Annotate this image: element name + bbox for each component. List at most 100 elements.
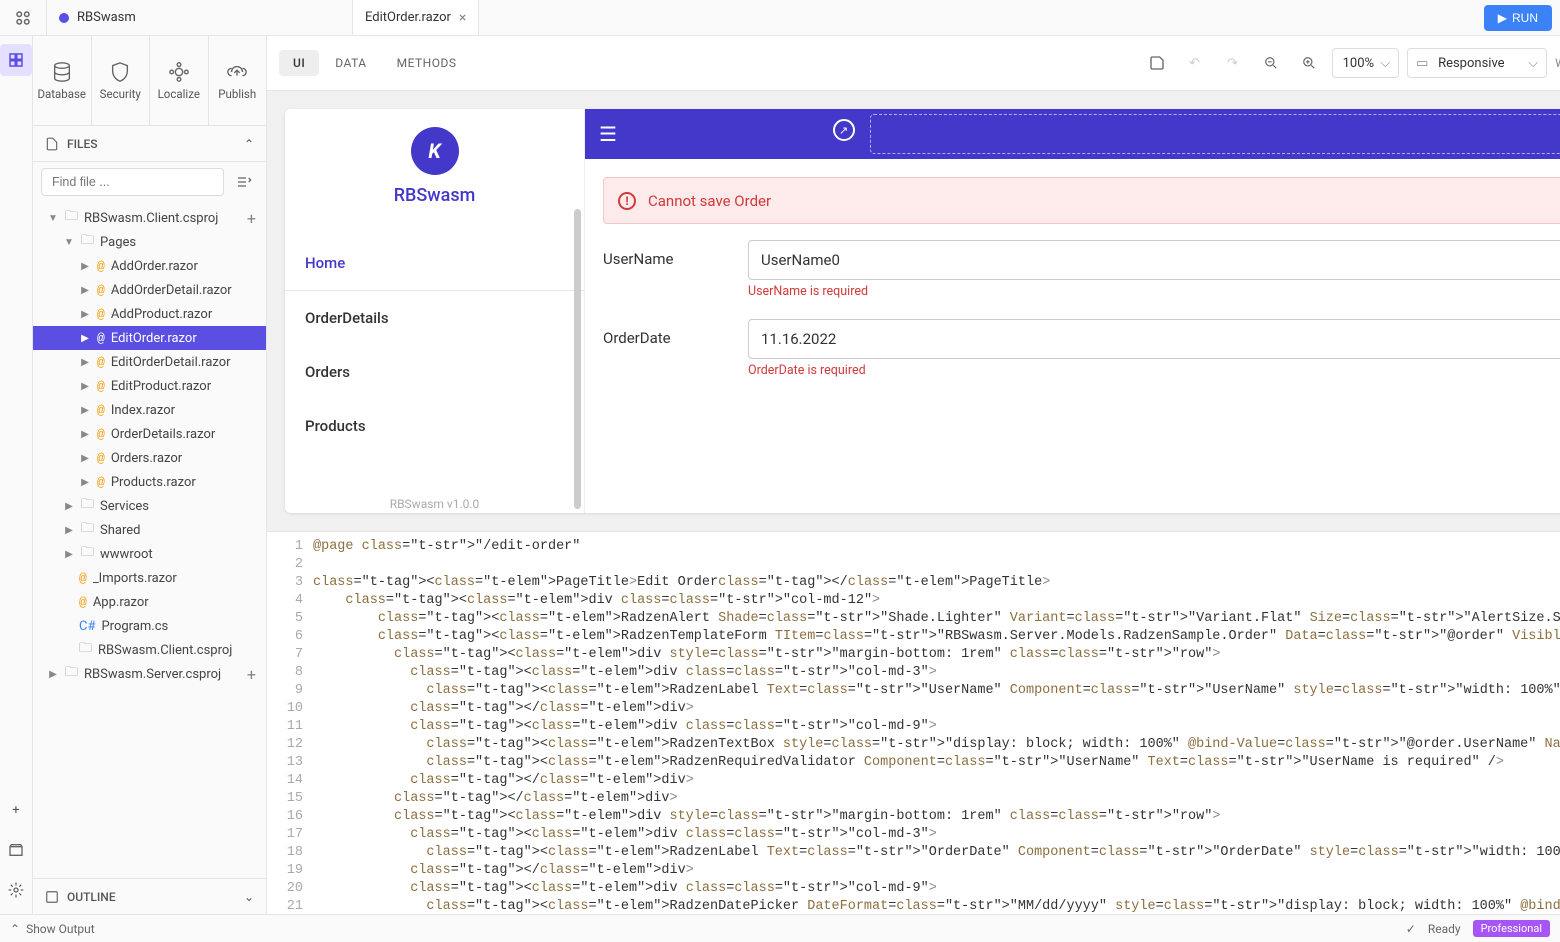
redo-icon[interactable]: ↷ [1218, 48, 1248, 78]
security-action[interactable]: Security [92, 36, 151, 125]
publish-label: Publish [218, 87, 256, 101]
tree-label: EditOrder.razor [111, 331, 197, 346]
cs-file-icon: C# [79, 619, 95, 634]
add-file-icon[interactable]: + [247, 665, 256, 684]
razor-file-icon: @ [97, 259, 105, 274]
chevron-up-icon[interactable]: ⌃ [10, 922, 20, 936]
chevron-up-icon[interactable]: ⌃ [244, 137, 254, 151]
tree-file[interactable]: ▶@Index.razor [33, 398, 266, 422]
find-file-input[interactable] [41, 168, 224, 196]
tree-label: App.razor [93, 595, 149, 610]
zoom-select[interactable]: 100% [1332, 48, 1399, 78]
orderdate-input[interactable]: 11.16.2022 [748, 319, 1560, 359]
alert-text: Cannot save Order [648, 192, 1560, 210]
folder-icon: 🗀 [81, 543, 94, 565]
gear-icon[interactable] [0, 874, 32, 906]
undo-icon[interactable]: ↶ [1180, 48, 1210, 78]
play-icon: ▶ [1498, 11, 1507, 25]
tab-close-icon[interactable]: × [459, 10, 466, 26]
chevron-down-icon[interactable]: ⌄ [244, 890, 254, 904]
preview-scrollbar[interactable] [574, 209, 581, 509]
razor-file-icon: @ [97, 379, 105, 394]
tree-project-server[interactable]: ▶ 🗀 RBSwasm.Server.csproj + [33, 662, 266, 686]
nav-home[interactable]: Home [285, 236, 584, 291]
tree-file[interactable]: ▶@AddOrder.razor [33, 254, 266, 278]
editor-tab[interactable]: EditOrder.razor × [353, 0, 479, 35]
tree-label: Orders.razor [111, 451, 182, 466]
tree-label: _Imports.razor [93, 571, 177, 586]
tree-folder[interactable]: ▶🗀Shared [33, 518, 266, 542]
run-label: RUN [1512, 11, 1538, 25]
razor-file-icon: @ [97, 283, 105, 298]
database-label: Database [37, 87, 86, 101]
tree-label: Products.razor [111, 475, 196, 490]
tree-file[interactable]: ▶@OrderDetails.razor [33, 422, 266, 446]
files-header[interactable]: FILES ⌃ [33, 126, 266, 162]
tree-file[interactable]: ▶@Orders.razor [33, 446, 266, 470]
tab-ui[interactable]: UI [279, 50, 319, 76]
razor-file-icon: @ [97, 331, 105, 346]
width-label: W [1555, 56, 1560, 70]
tree-file[interactable]: 🗀 RBSwasm.Client.csproj [33, 638, 266, 662]
outline-label: OUTLINE [67, 890, 116, 904]
responsive-value: Responsive [1438, 56, 1505, 71]
app-name-label: RBSwasm [77, 10, 136, 25]
tree-file[interactable]: ▶@AddProduct.razor [33, 302, 266, 326]
tree-file[interactable]: ▶@EditOrderDetail.razor [33, 350, 266, 374]
tree-label: EditProduct.razor [111, 379, 211, 394]
razor-file-icon: @ [97, 403, 105, 418]
username-input[interactable]: UserName0 [748, 240, 1560, 280]
files-header-label: FILES [67, 137, 98, 151]
tree-file[interactable]: ▶@EditOrder.razor [33, 326, 266, 350]
tree-label: AddProduct.razor [111, 307, 212, 322]
razor-file-icon: @ [97, 427, 105, 442]
nav-orderdetails[interactable]: OrderDetails [285, 291, 584, 345]
tree-file[interactable]: @ App.razor [33, 590, 266, 614]
save-icon[interactable] [1142, 48, 1172, 78]
add-file-icon[interactable]: + [247, 209, 256, 228]
folder-icon: 🗀 [81, 495, 94, 517]
hamburger-icon[interactable]: ☰ [599, 122, 617, 146]
tree-file[interactable]: C# Program.cs [33, 614, 266, 638]
nav-orders[interactable]: Orders [285, 345, 584, 399]
tree-label: Program.cs [101, 619, 168, 634]
run-button[interactable]: ▶ RUN [1484, 5, 1552, 31]
razor-file-icon: @ [97, 307, 105, 322]
localize-action[interactable]: Localize [150, 36, 209, 125]
code-editor[interactable]: 1234567891011121314151617181920212223 @p… [267, 531, 1560, 914]
add-icon[interactable]: + [0, 794, 32, 826]
preview-footer: RBSwasm v1.0.0 [285, 497, 584, 513]
tree-label: EditOrderDetail.razor [111, 355, 231, 370]
tab-data[interactable]: DATA [321, 50, 380, 76]
tree-folder-pages[interactable]: ▼ 🗀 Pages [33, 230, 266, 254]
tree-label: Services [100, 499, 149, 514]
razor-file-icon: @ [79, 595, 87, 610]
open-icon[interactable] [0, 834, 32, 866]
tree-file[interactable]: @_Imports.razor [33, 566, 266, 590]
tree-folder[interactable]: ▶🗀Services [33, 494, 266, 518]
show-output[interactable]: Show Output [26, 922, 95, 936]
tree-folder[interactable]: ▶🗀wwwroot [33, 542, 266, 566]
responsive-select[interactable]: Responsive [1407, 48, 1547, 78]
publish-action[interactable]: Publish [209, 36, 267, 125]
database-action[interactable]: Database [33, 36, 92, 125]
tree-project[interactable]: ▼ 🗀 RBSwasm.Client.csproj + [33, 206, 266, 230]
rail-top-icon[interactable] [0, 0, 47, 35]
zoom-in-icon[interactable] [1294, 48, 1324, 78]
tree-file[interactable]: ▶@EditProduct.razor [33, 374, 266, 398]
cursor-indicator-icon [833, 119, 855, 141]
tree-file[interactable]: ▶@Products.razor [33, 470, 266, 494]
tree-file[interactable]: ▶@AddOrderDetail.razor [33, 278, 266, 302]
explorer-icon[interactable] [0, 44, 32, 76]
zoom-out-icon[interactable] [1256, 48, 1286, 78]
outline-header[interactable]: OUTLINE ⌄ [33, 878, 266, 914]
folder-icon: 🗀 [65, 207, 78, 229]
nav-products[interactable]: Products [285, 399, 584, 453]
alert: ! Cannot save Order × [603, 177, 1560, 224]
orderdate-value: 11.16.2022 [761, 330, 836, 348]
tab-methods[interactable]: METHODS [383, 50, 471, 76]
tree-label: AddOrder.razor [111, 259, 198, 274]
tree-label: RBSwasm.Server.csproj [84, 667, 221, 682]
collapse-tree-icon[interactable] [230, 168, 258, 196]
username-error: UserName is required [748, 284, 1560, 299]
